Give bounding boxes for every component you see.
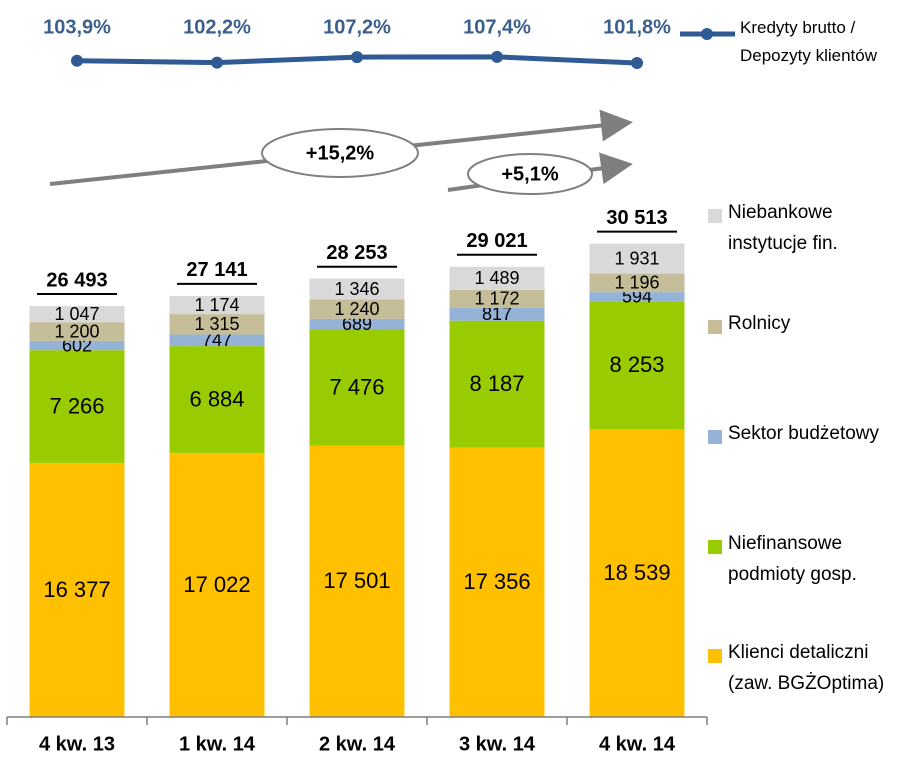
bar-segment xyxy=(169,295,265,315)
bar-segment xyxy=(589,429,685,717)
bar-segment xyxy=(589,301,685,430)
data-label: 103,9% xyxy=(43,16,111,38)
total-label: 30 513 xyxy=(606,207,667,229)
total-label: 26 493 xyxy=(46,269,107,291)
x-tick-label: 3 kw. 14 xyxy=(459,733,536,755)
bar-segment xyxy=(589,273,685,293)
bar-segment xyxy=(449,320,545,448)
legend-swatch xyxy=(708,649,722,663)
bar-segment xyxy=(589,243,685,274)
segment-label: 817 xyxy=(482,304,512,324)
segment-label: 1 346 xyxy=(334,279,379,299)
legend-label: Klienci detaliczni (zaw. BGŻOptima) xyxy=(728,642,885,694)
line-marker xyxy=(71,54,83,67)
segment-label: 18 539 xyxy=(603,560,670,585)
bar-segment xyxy=(589,292,685,302)
annotation-bubble xyxy=(467,153,593,195)
data-label: 107,4% xyxy=(463,16,531,38)
x-tick-label: 4 kw. 14 xyxy=(599,733,676,755)
annotation: +15,2% xyxy=(306,142,375,164)
segment-label: 1 172 xyxy=(474,289,519,309)
bar-segment xyxy=(169,346,265,453)
segment-label: 7 266 xyxy=(49,393,104,418)
x-tick-label: 2 kw. 14 xyxy=(319,733,396,755)
segment-label: 1 315 xyxy=(194,314,239,334)
segment-label: 7 476 xyxy=(329,374,384,399)
bar-segment xyxy=(449,289,545,309)
bar-segment xyxy=(309,299,405,319)
segment-label: 747 xyxy=(202,330,232,350)
bar-segment xyxy=(309,318,405,330)
total-label: 27 141 xyxy=(186,259,247,281)
data-label: 107,2% xyxy=(323,16,391,38)
bar-segment xyxy=(169,334,265,347)
bar-segment xyxy=(29,462,125,717)
segment-label: 16 377 xyxy=(43,577,110,602)
bar-segment xyxy=(449,308,545,321)
bar-segment xyxy=(29,340,125,351)
segment-label: 1 489 xyxy=(474,268,519,288)
legend-label: Sektor budżetowy xyxy=(728,423,880,444)
legend-swatch xyxy=(708,540,722,554)
total-label: 29 021 xyxy=(466,230,527,252)
annotation-bubble xyxy=(261,128,419,178)
bar-segment xyxy=(29,322,125,341)
segment-label: 1 174 xyxy=(194,295,239,315)
line-marker xyxy=(211,56,223,69)
x-tick-label: 1 kw. 14 xyxy=(179,733,256,755)
legend-label: Niefinansowe podmioty gosp. xyxy=(728,533,857,585)
segment-label: 17 022 xyxy=(183,572,250,597)
x-tick-label: 4 kw. 13 xyxy=(39,733,115,755)
total-label: 28 253 xyxy=(326,242,387,264)
bar-segment xyxy=(29,305,125,323)
bar-segment xyxy=(449,266,545,290)
segment-label: 8 253 xyxy=(609,352,664,377)
line-marker xyxy=(491,50,503,63)
line-marker xyxy=(351,51,363,64)
segment-label: 689 xyxy=(342,314,372,334)
bar-segment xyxy=(309,445,405,717)
bar-segment xyxy=(29,350,125,463)
data-label: 101,8% xyxy=(603,16,671,38)
legend-swatch xyxy=(708,430,722,444)
legend-label: Kredyty brutto / Depozyty klientów xyxy=(740,18,878,65)
legend-swatch xyxy=(708,209,722,223)
segment-label: 17 501 xyxy=(323,568,390,593)
legend-swatch xyxy=(708,320,722,334)
segment-label: 1 240 xyxy=(334,299,379,319)
legend-label: Rolnicy xyxy=(728,313,791,334)
data-label: 102,2% xyxy=(183,16,251,38)
segment-label: 8 187 xyxy=(469,371,524,396)
segment-label: 1 196 xyxy=(614,273,659,293)
bar-segment xyxy=(309,329,405,446)
legend-label: Niebankowe instytucje fin. xyxy=(728,202,838,254)
bar-segment xyxy=(309,278,405,300)
bar-segment xyxy=(449,447,545,717)
bar-segment xyxy=(169,452,265,717)
segment-label: 1 931 xyxy=(614,248,659,268)
line-marker xyxy=(631,57,643,70)
segment-label: 6 884 xyxy=(189,386,244,411)
legend-marker xyxy=(701,28,713,40)
bar-segment xyxy=(169,314,265,335)
segment-label: 17 356 xyxy=(463,569,530,594)
annotation: +5,1% xyxy=(501,163,558,185)
segment-label: 1 047 xyxy=(54,304,99,324)
segment-label: 1 200 xyxy=(54,321,99,341)
